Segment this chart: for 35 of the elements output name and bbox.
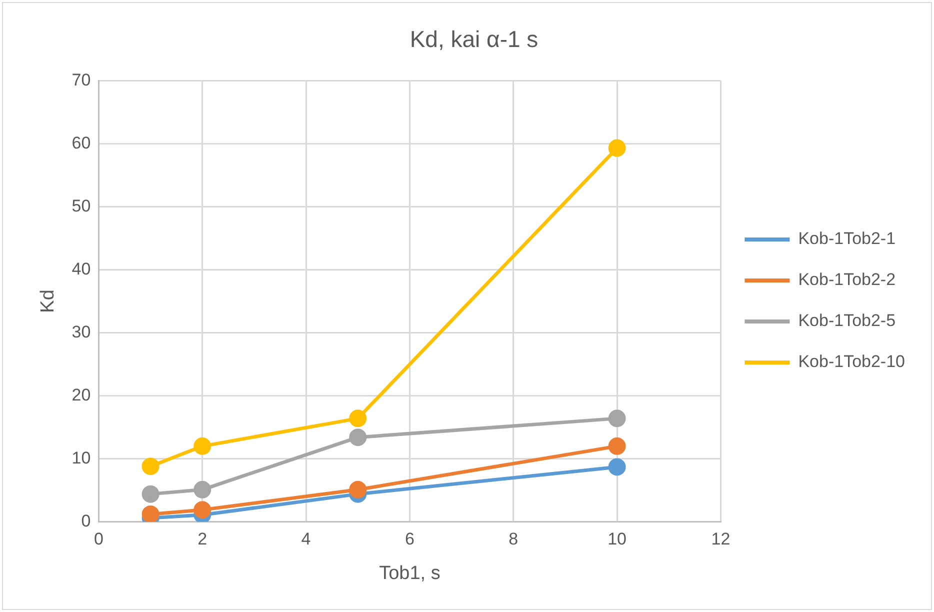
legend-label: Kob-1Tob2-10 (798, 352, 906, 372)
point (608, 410, 626, 428)
y-axis-title: Kd (38, 290, 59, 313)
point (349, 410, 367, 428)
x-tick-label: 4 (301, 530, 311, 549)
y-tick-label: 10 (72, 448, 91, 468)
y-tick-label: 50 (72, 196, 91, 216)
x-axis-title: Tob1, s (379, 562, 440, 584)
point (349, 480, 367, 498)
point (194, 480, 212, 498)
point (194, 437, 212, 455)
point (142, 458, 160, 476)
legend-label: Kob-1Tob2-2 (798, 270, 896, 290)
point (194, 501, 212, 519)
point (142, 505, 160, 522)
legend-label: Kob-1Tob2-1 (798, 229, 896, 248)
point (142, 485, 160, 503)
y-tick-label: 40 (72, 259, 91, 278)
point (608, 458, 626, 476)
point (608, 139, 626, 157)
legend-label: Kob-1Tob2-5 (798, 311, 896, 330)
x-tick-label: 8 (508, 530, 518, 549)
chart-title: Kd, kai α-1 s (410, 26, 538, 52)
y-tick-label: 70 (72, 70, 91, 90)
x-tick-label: 12 (711, 530, 730, 549)
y-tick-label: 60 (72, 133, 91, 152)
x-tick-label: 0 (94, 530, 104, 549)
x-tick-label: 2 (198, 530, 208, 549)
y-tick-label: 0 (81, 511, 91, 530)
point (608, 437, 626, 455)
point (349, 428, 367, 446)
x-tick-label: 6 (404, 530, 414, 549)
x-tick-label: 10 (608, 530, 626, 549)
y-tick-label: 30 (72, 322, 91, 342)
y-tick-label: 20 (72, 385, 91, 404)
